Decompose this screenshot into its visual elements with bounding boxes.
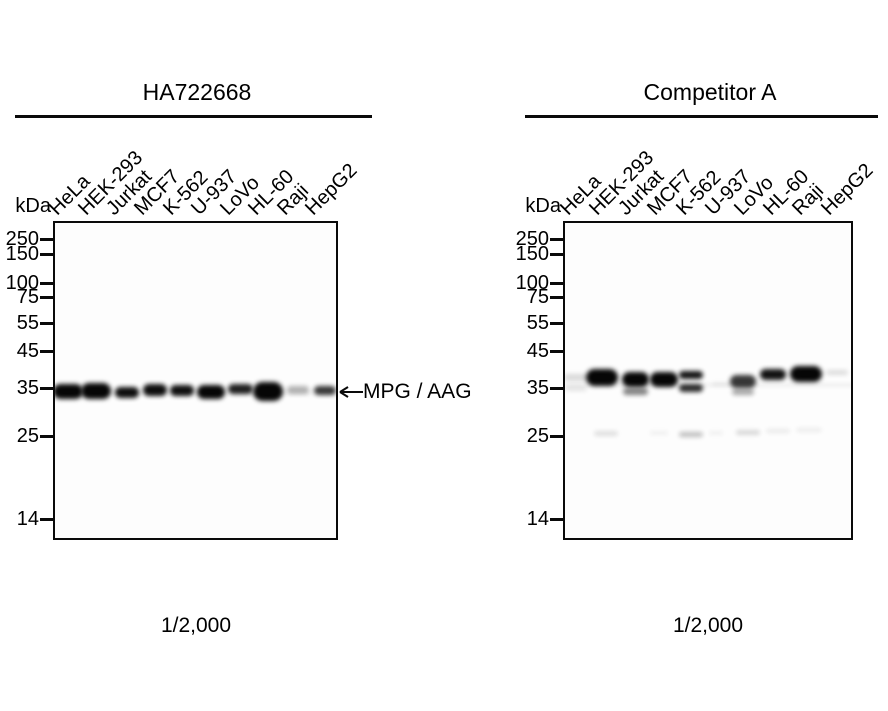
band-ha722668-raji <box>287 386 309 394</box>
band-competitor-a-hl-60-25k <box>766 429 790 433</box>
left-arrow-icon <box>339 386 363 398</box>
marker-label-competitor-a-55kda: 55 <box>526 312 549 334</box>
marker-tick-competitor-a-25kda <box>550 435 563 438</box>
band-ha722668-u-937 <box>197 385 225 399</box>
marker-label-competitor-a-75kda: 75 <box>526 286 549 308</box>
band-competitor-a-hela-upper <box>565 373 588 381</box>
title-underline-left <box>15 115 372 118</box>
band-competitor-a-lovo <box>730 374 756 388</box>
marker-label-ha722668-75kda: 75 <box>16 286 39 308</box>
marker-label-ha722668-55kda: 55 <box>16 312 39 334</box>
band-competitor-a-hela-lower <box>565 385 587 391</box>
band-competitor-a-lovo-25k <box>736 429 760 435</box>
marker-tick-ha722668-250kda <box>40 238 53 241</box>
band-ha722668-mcf7 <box>143 384 167 396</box>
marker-tick-ha722668-14kda <box>40 518 53 521</box>
panel-title-competitor-a: Competitor A <box>643 79 777 105</box>
marker-label-competitor-a-25kda: 25 <box>526 425 549 447</box>
marker-label-ha722668-150kda: 150 <box>5 243 39 265</box>
marker-tick-ha722668-100kda <box>40 282 53 285</box>
panel-title-ha722668: HA722668 <box>142 79 252 105</box>
band-competitor-a-hek-293-25k <box>594 430 618 436</box>
marker-label-ha722668-45kda: 45 <box>16 340 39 362</box>
marker-tick-competitor-a-75kda <box>550 296 563 299</box>
marker-tick-ha722668-25kda <box>40 435 53 438</box>
marker-tick-competitor-a-250kda <box>550 238 563 241</box>
band-competitor-a-k-562-upper <box>679 371 703 379</box>
band-competitor-a-jurkat-smear <box>622 387 648 395</box>
marker-label-competitor-a-150kda: 150 <box>515 243 549 265</box>
marker-tick-ha722668-55kda <box>40 322 53 325</box>
band-competitor-a-hek-293 <box>586 368 618 386</box>
marker-label-ha722668-100kda: 100 <box>5 272 39 294</box>
lane-label-text: HepG2 <box>817 159 878 220</box>
kda-unit-label-ha722668: kDa <box>15 195 51 217</box>
lane-label-text: HepG2 <box>301 159 362 220</box>
marker-label-competitor-a-14kda: 14 <box>526 508 549 530</box>
band-competitor-a-hl-60 <box>760 368 786 380</box>
band-competitor-a-u-937-25k <box>709 431 723 435</box>
marker-tick-competitor-a-55kda <box>550 322 563 325</box>
dilution-label-left: 1/2,000 <box>160 614 232 637</box>
kda-unit-label-competitor-a: kDa <box>525 195 561 217</box>
band-ha722668-jurkat <box>115 386 139 398</box>
marker-label-ha722668-250kda: 250 <box>5 228 39 250</box>
band-competitor-a-mcf7-25k <box>650 431 668 435</box>
marker-tick-ha722668-75kda <box>40 296 53 299</box>
marker-tick-competitor-a-150kda <box>550 253 563 256</box>
band-ha722668-hek-293 <box>81 383 111 399</box>
band-competitor-a-lovo-smear <box>732 389 754 395</box>
marker-tick-competitor-a-100kda <box>550 282 563 285</box>
marker-tick-ha722668-150kda <box>40 253 53 256</box>
background-trace-competitor-a <box>565 383 851 387</box>
marker-tick-competitor-a-35kda <box>550 387 563 390</box>
band-ha722668-hl-60 <box>253 381 283 401</box>
band-competitor-a-jurkat <box>621 371 649 387</box>
marker-label-ha722668-14kda: 14 <box>16 508 39 530</box>
target-protein-label: MPG / AAG <box>363 380 472 403</box>
marker-tick-ha722668-45kda <box>40 350 53 353</box>
marker-label-competitor-a-35kda: 35 <box>526 377 549 399</box>
band-ha722668-hepg2 <box>314 385 336 395</box>
marker-label-competitor-a-100kda: 100 <box>515 272 549 294</box>
band-ha722668-hela <box>55 383 83 399</box>
band-competitor-a-u-937 <box>712 382 732 386</box>
blot-box-competitor-a <box>563 221 853 540</box>
marker-label-competitor-a-45kda: 45 <box>526 340 549 362</box>
band-competitor-a-k-562-25k <box>679 431 703 437</box>
marker-tick-competitor-a-45kda <box>550 350 563 353</box>
band-competitor-a-mcf7 <box>650 371 678 387</box>
blot-box-ha722668 <box>53 221 338 540</box>
marker-label-ha722668-35kda: 35 <box>16 377 39 399</box>
band-competitor-a-hepg2 <box>826 369 848 375</box>
dilution-label-right: 1/2,000 <box>672 614 744 637</box>
band-competitor-a-raji-25k <box>796 428 822 432</box>
band-ha722668-lovo <box>227 384 253 394</box>
band-competitor-a-k-562-lower <box>679 384 703 392</box>
marker-label-competitor-a-250kda: 250 <box>515 228 549 250</box>
band-ha722668-k-562 <box>170 384 194 396</box>
marker-tick-ha722668-35kda <box>40 387 53 390</box>
band-competitor-a-raji <box>790 366 822 382</box>
marker-tick-competitor-a-14kda <box>550 518 563 521</box>
marker-label-ha722668-25kda: 25 <box>16 425 39 447</box>
title-underline-right <box>525 115 878 118</box>
